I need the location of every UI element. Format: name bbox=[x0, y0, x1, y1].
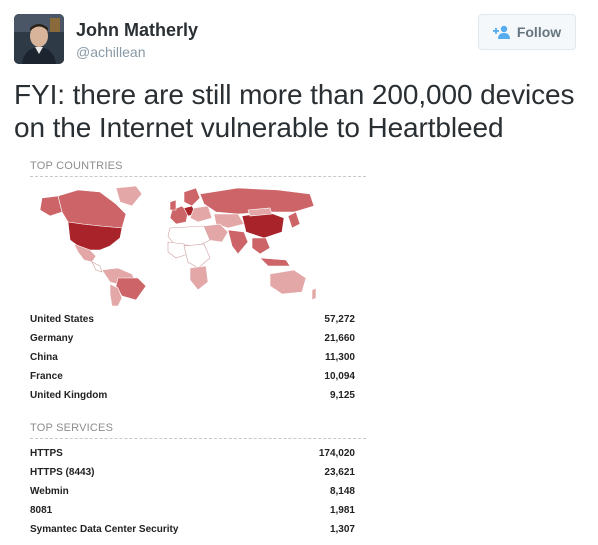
service-label: HTTPS (8443) bbox=[30, 467, 95, 478]
report-card: TOP COUNTRIES bbox=[30, 160, 370, 177]
map-brazil bbox=[115, 277, 147, 301]
map-west-africa bbox=[167, 241, 189, 259]
avatar-image bbox=[14, 14, 64, 64]
country-label: United Kingdom bbox=[30, 390, 108, 401]
list-item: Webmin 8,148 bbox=[30, 482, 355, 501]
service-label: 8081 bbox=[30, 505, 53, 516]
country-value: 9,125 bbox=[329, 390, 355, 401]
service-value: 1,981 bbox=[329, 505, 355, 516]
service-label: Symantec Data Center Security bbox=[30, 524, 179, 535]
map-china bbox=[241, 211, 285, 239]
country-label: Germany bbox=[30, 333, 74, 344]
map-uk bbox=[169, 199, 177, 211]
add-user-icon bbox=[492, 25, 510, 39]
world-map bbox=[39, 185, 317, 307]
country-value: 21,660 bbox=[324, 333, 355, 344]
top-countries-title: TOP COUNTRIES bbox=[30, 160, 366, 177]
list-item: France 10,094 bbox=[30, 367, 355, 386]
country-label: United States bbox=[30, 314, 94, 325]
map-mongolia bbox=[247, 207, 273, 217]
top-countries-list: United States 57,272 Germany 21,660 Chin… bbox=[30, 310, 355, 405]
follow-button[interactable]: Follow bbox=[478, 14, 576, 50]
author-handle[interactable]: @achillean bbox=[76, 44, 146, 60]
avatar[interactable] bbox=[14, 14, 64, 64]
top-services-list: HTTPS 174,020 HTTPS (8443) 23,621 Webmin… bbox=[30, 444, 355, 539]
list-item: United States 57,272 bbox=[30, 310, 355, 329]
map-central-africa bbox=[183, 243, 211, 269]
service-value: 174,020 bbox=[318, 448, 355, 459]
service-value: 1,307 bbox=[329, 524, 355, 535]
list-item: 8081 1,981 bbox=[30, 501, 355, 520]
map-central-asia bbox=[213, 213, 245, 229]
map-russia bbox=[199, 187, 315, 215]
country-label: France bbox=[30, 371, 63, 382]
top-services-title: TOP SERVICES bbox=[30, 422, 366, 439]
map-australia bbox=[269, 269, 307, 295]
map-greenland bbox=[115, 185, 143, 207]
country-value: 10,094 bbox=[324, 371, 355, 382]
map-japan-korea bbox=[287, 211, 301, 229]
service-value: 8,148 bbox=[329, 486, 355, 497]
tweet-text: FYI: there are still more than 200,000 d… bbox=[14, 79, 575, 143]
follow-label: Follow bbox=[516, 24, 562, 40]
map-indonesia bbox=[259, 257, 291, 267]
services-section: TOP SERVICES bbox=[30, 422, 370, 439]
map-alaska bbox=[39, 195, 63, 217]
map-eastern-europe bbox=[189, 205, 213, 223]
country-value: 11,300 bbox=[324, 352, 355, 363]
map-south-africa bbox=[189, 265, 209, 291]
map-india bbox=[227, 229, 249, 255]
list-item: Germany 21,660 bbox=[30, 329, 355, 348]
map-southeast-asia bbox=[251, 237, 271, 255]
country-value: 57,272 bbox=[324, 314, 355, 325]
map-central-america bbox=[91, 261, 103, 273]
map-europe-west bbox=[169, 205, 189, 225]
map-southern-cone bbox=[109, 283, 123, 307]
service-label: HTTPS bbox=[30, 448, 63, 459]
list-item: China 11,300 bbox=[30, 348, 355, 367]
list-item: United Kingdom 9,125 bbox=[30, 386, 355, 405]
list-item: HTTPS (8443) 23,621 bbox=[30, 463, 355, 482]
map-scandinavia bbox=[183, 187, 201, 207]
country-label: China bbox=[30, 352, 58, 363]
map-new-zealand bbox=[311, 287, 317, 301]
map-usa bbox=[67, 221, 123, 251]
list-item: Symantec Data Center Security 1,307 bbox=[30, 520, 355, 539]
service-value: 23,621 bbox=[324, 467, 355, 478]
list-item: HTTPS 174,020 bbox=[30, 444, 355, 463]
service-label: Webmin bbox=[30, 486, 69, 497]
author-name[interactable]: John Matherly bbox=[76, 20, 199, 40]
